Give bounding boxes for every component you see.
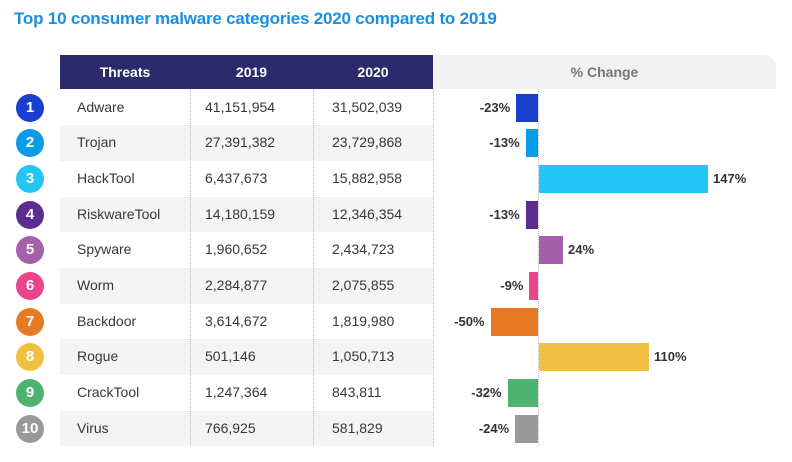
column-divider — [538, 89, 539, 446]
change-label: -9% — [500, 278, 524, 293]
change-bar — [490, 307, 538, 336]
change-bar — [539, 164, 709, 193]
rank-badge: 10 — [16, 414, 44, 443]
change-label: 110% — [654, 349, 687, 365]
value-2020: 23,729,868 — [332, 134, 403, 151]
value-2019: 14,180,159 — [205, 205, 276, 222]
rank-badge: 6 — [16, 272, 44, 300]
table-row — [60, 196, 433, 233]
value-2019: 2,284,877 — [205, 277, 268, 293]
threat-name: Adware — [77, 98, 125, 115]
threat-name: Backdoor — [77, 312, 137, 329]
rank-badge: 2 — [16, 129, 44, 158]
change-bar — [525, 200, 538, 229]
change-bar — [525, 129, 538, 158]
rank-badge: 9 — [16, 379, 44, 408]
value-2019: 41,151,954 — [205, 98, 276, 115]
change-label: -32% — [471, 385, 502, 401]
threat-name: Virus — [77, 419, 109, 436]
rank-badge: 3 — [16, 164, 44, 193]
threat-name: Spyware — [77, 241, 132, 258]
table-row — [60, 125, 433, 161]
chart-title: Top 10 consumer malware categories 2020 … — [14, 9, 497, 28]
rank-badge: 7 — [16, 307, 44, 336]
table-row — [60, 410, 433, 447]
threat-name: CrackTool — [77, 384, 140, 401]
header-threats: Threats — [60, 55, 190, 89]
table-row — [60, 268, 433, 304]
table-row — [60, 339, 433, 376]
threat-name: RiskwareTool — [77, 205, 161, 222]
change-bar — [539, 236, 563, 265]
threat-name: Worm — [77, 277, 115, 293]
value-2019: 1,960,652 — [205, 241, 268, 258]
change-bar — [529, 272, 538, 300]
rank-badge: 5 — [16, 236, 44, 265]
change-bar — [516, 93, 538, 122]
value-2020: 1,050,713 — [332, 348, 395, 365]
threat-name: Rogue — [77, 348, 119, 365]
change-bar — [507, 379, 538, 408]
change-label: -50% — [454, 313, 485, 329]
header-change: % Change — [433, 55, 776, 89]
threat-name: Trojan — [77, 134, 117, 151]
value-2020: 12,346,354 — [332, 205, 403, 222]
threat-name: HackTool — [77, 169, 135, 186]
change-bar — [515, 414, 538, 443]
rank-badge: 4 — [16, 200, 44, 229]
header-2020: 2020 — [313, 55, 433, 89]
column-divider — [313, 89, 314, 446]
column-divider — [433, 89, 434, 446]
value-2019: 1,247,364 — [205, 384, 268, 401]
value-2020: 2,434,723 — [332, 241, 395, 258]
value-2020: 15,882,958 — [332, 169, 403, 186]
header-2019: 2019 — [190, 55, 313, 89]
value-2019: 27,391,382 — [205, 134, 276, 151]
change-label: 24% — [568, 242, 595, 258]
value-2019: 6,437,673 — [205, 169, 268, 186]
value-2020: 581,829 — [332, 419, 383, 436]
value-2020: 2,075,855 — [332, 277, 395, 293]
change-label: -23% — [479, 99, 511, 115]
value-2020: 1,819,980 — [332, 312, 395, 329]
change-label: 147% — [713, 170, 747, 186]
column-divider — [190, 89, 191, 446]
rank-badge: 1 — [16, 93, 44, 122]
change-label: -24% — [478, 420, 510, 436]
rank-badge: 8 — [16, 343, 44, 372]
change-bar — [539, 343, 649, 372]
value-2019: 766,925 — [205, 419, 256, 436]
value-2020: 843,811 — [332, 384, 382, 401]
change-label: -13% — [489, 135, 520, 151]
value-2019: 501,146 — [205, 348, 256, 365]
change-label: -13% — [489, 206, 520, 222]
value-2019: 3,614,672 — [205, 312, 268, 329]
value-2020: 31,502,039 — [332, 98, 403, 115]
